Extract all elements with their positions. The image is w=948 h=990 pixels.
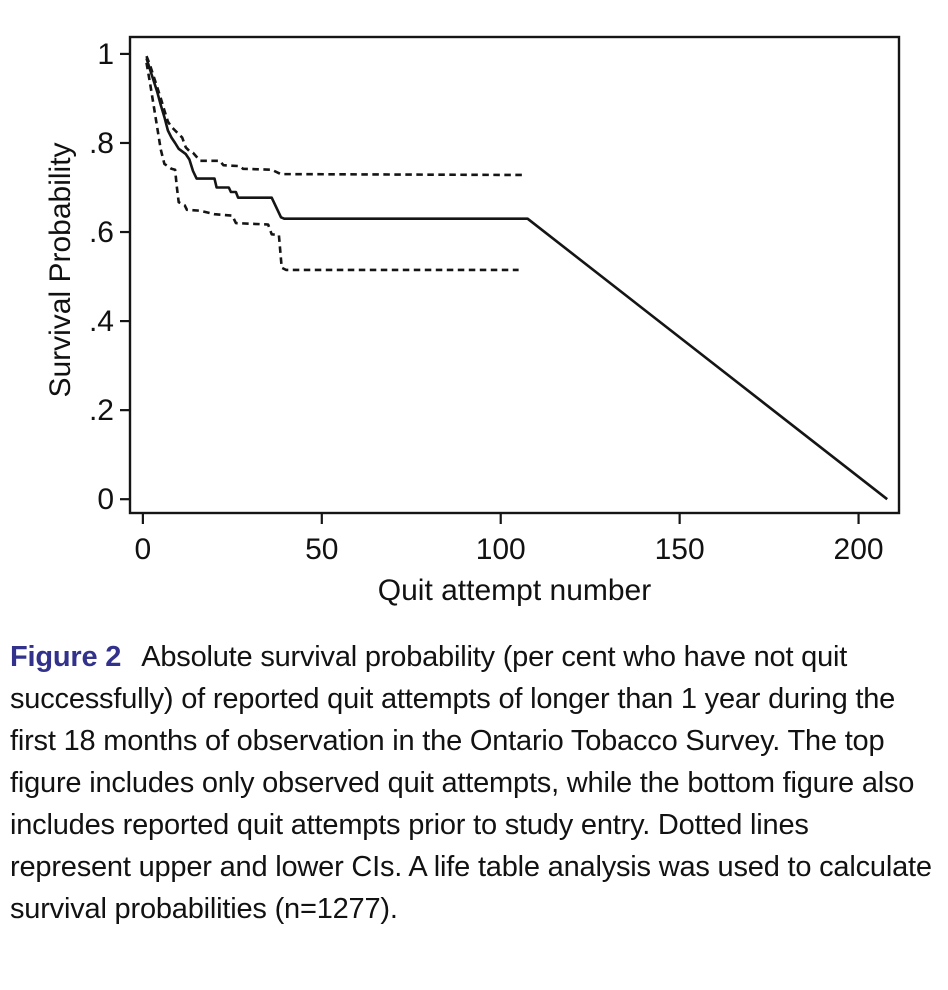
- figure-2: 0 50 100 150 200 0 .2 .4 .6 .8 1 Quit attempt numbe…: [0, 2, 948, 930]
- y-axis: 0 .2 .4 .6 .8 1: [89, 38, 130, 516]
- x-axis: 0 50 100 150 200: [135, 513, 884, 566]
- x-tick-label: 50: [305, 533, 338, 566]
- lower-ci-line: [145, 62, 519, 272]
- x-tick-label: 200: [834, 533, 884, 566]
- x-tick-label: 150: [655, 533, 705, 566]
- y-tick-label: 0: [97, 483, 114, 516]
- x-tick-label: 100: [476, 533, 526, 566]
- figure-page: 0 50 100 150 200 0 .2 .4 .6 .8 1 Quit attempt numbe…: [0, 2, 948, 930]
- survival-chart: 0 50 100 150 200 0 .2 .4 .6 .8 1 Quit attempt numbe…: [0, 2, 948, 614]
- figure-caption: Figure 2 Absolute survival probability (p…: [10, 636, 932, 930]
- x-tick-label: 0: [135, 533, 152, 566]
- y-tick-label: .4: [89, 305, 114, 338]
- upper-ci-line: [145, 55, 526, 177]
- x-axis-title: Quit attempt number: [378, 574, 651, 607]
- y-tick-label: 1: [97, 38, 114, 71]
- caption-text: Absolute survival probability (per cent …: [10, 641, 932, 925]
- survival-estimate-line: [145, 58, 888, 501]
- y-tick-label: .6: [89, 216, 114, 249]
- survival-plot: 0 50 100 150 200 0 .2 .4 .6 .8 1 Quit attempt numbe…: [44, 35, 901, 607]
- y-tick-label: .8: [89, 127, 114, 160]
- plot-frame: [128, 35, 901, 515]
- figure-label: Figure 2: [10, 641, 122, 673]
- y-axis-title: Survival Probability: [44, 142, 77, 397]
- y-tick-label: .2: [89, 394, 114, 427]
